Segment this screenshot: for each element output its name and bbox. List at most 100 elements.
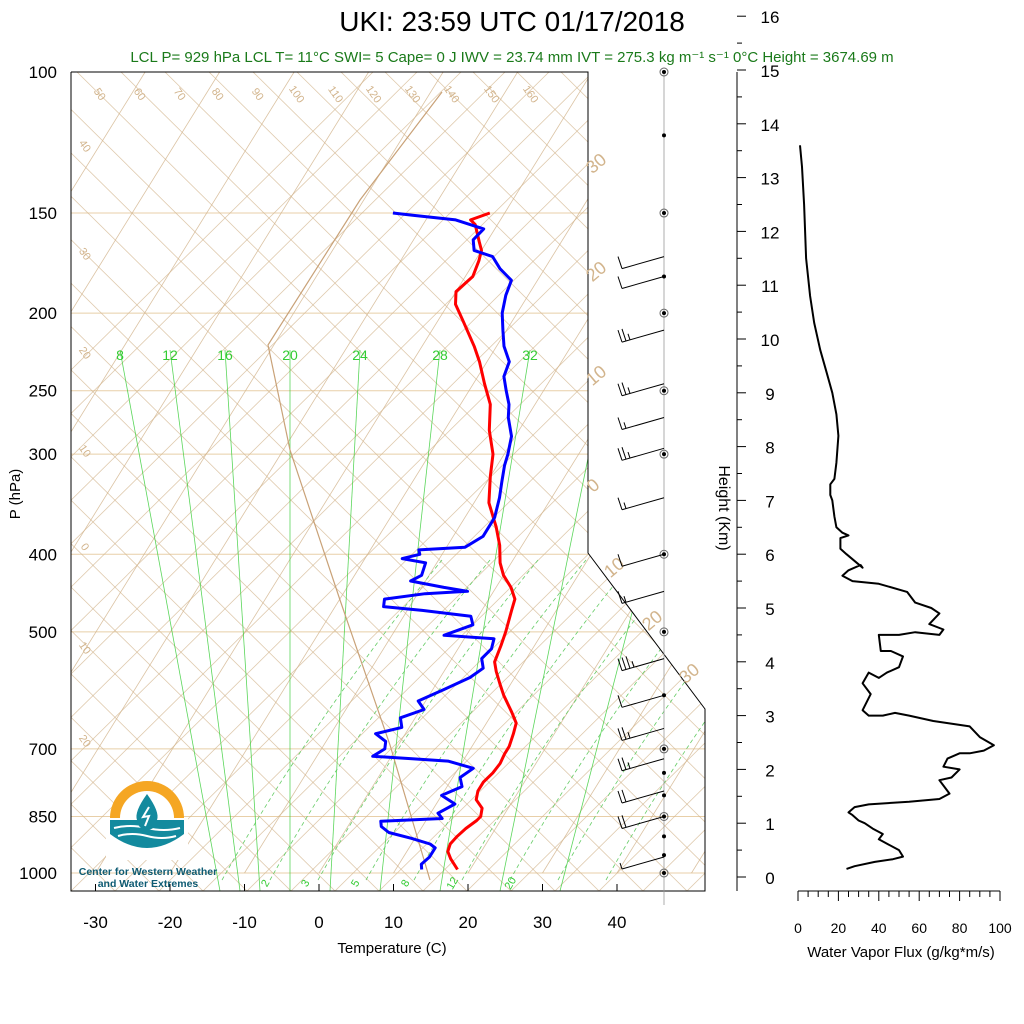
dry-adiabat-line [686,72,705,891]
dry-adiabat-line [598,72,705,891]
wind-barb-flag [617,758,623,771]
isotherm-top-label: 70 [171,86,188,103]
dry-adiabat-line [71,72,550,891]
temperature-profile-line [446,211,518,871]
wind-barb-shaft [621,275,665,289]
wind-barbs [617,67,669,905]
flux-tick-label: 60 [911,920,927,936]
dry-adiabat-line [71,72,705,891]
wind-barb-half-flag [623,422,627,429]
wind-barb-flag [617,790,623,804]
dry-adiabat-line [71,72,462,891]
wind-barb-flag [621,789,627,803]
dry-adiabat-line [731,72,1024,891]
dry-adiabat-line [340,72,705,891]
mixing-ratio-bottom-label: 20 [503,875,520,892]
isotherm-left-label: 20 [76,345,93,362]
moist-adiabat-line [221,559,443,881]
wind-barb-flag [625,656,631,669]
level-dot [662,770,666,775]
height-tick-label: 10 [761,331,780,350]
page-subtitle: LCL P= 929 hPa LCL T= 11°C SWI= 5 Cape= … [130,49,894,66]
logo-text-line1: Center for Western Weather [78,866,218,878]
height-tick-label: 11 [761,277,779,296]
isotherm-top-label: 130 [402,84,422,106]
wind-barb-half-flag [623,502,627,509]
cw3e-logo [106,781,188,860]
height-tick-label: 5 [765,600,774,619]
wind-barb-flag [617,497,623,510]
moist-adiabat-line [557,559,705,881]
dry-adiabat-line [428,72,705,891]
dry-adiabat-line [71,72,705,891]
isotherm-line [95,72,593,874]
dry-adiabat-line [71,72,594,891]
mixing-ratio-bottom-label: 3 [299,878,312,889]
dry-adiabat-line [71,72,705,891]
dry-adiabat-line [71,72,468,891]
mixing-ratio-bottom-label: 12 [445,875,462,892]
height-tick-label: 3 [765,708,774,727]
dry-adiabat-line [71,72,248,891]
wind-barb-half-flag [627,762,631,769]
isotherm-top-label: 90 [249,86,266,103]
wind-barb-shaft [621,790,665,804]
level-ring [659,627,669,637]
mixing-ratio-top-label: 12 [162,347,178,363]
isotherm-line [616,72,705,874]
isotherm-left-label: 10 [76,640,93,657]
wind-barb-half-flag [631,661,635,668]
dry-adiabat-line [71,72,418,891]
wind-barb-half-flag [627,732,631,739]
dry-adiabat-line [208,72,705,891]
level-dot [662,793,666,798]
wind-barb-flag [621,447,627,460]
wind-barb-flag [617,728,623,741]
x-tick-label: 40 [608,913,627,932]
logo-text-line2: and Water Extremes [97,878,199,890]
wind-barb-shaft [621,553,665,567]
dry-adiabat-line [71,72,705,891]
y-axis-label: P (hPa) [7,469,24,520]
isotherm-line [766,72,1024,873]
level-ring [659,308,669,318]
height-tick-label: 14 [761,116,780,135]
wind-barb-flag [617,658,623,671]
moist-adiabat-line [269,559,491,881]
level-dot [662,311,666,316]
height-tick-label: 15 [761,62,780,81]
x-tick-label: -20 [158,913,183,932]
level-dot [662,452,666,457]
isotherm-right-label: 20 [582,257,610,285]
dry-adiabat-line [466,72,705,891]
wind-barb-flag [617,256,623,269]
lightning-icon [141,806,151,827]
dry-adiabat-line [290,72,705,891]
wind-barb-half-flag [627,451,631,459]
height-tick-label: 8 [765,439,774,458]
wind-barb-flag [621,757,627,770]
wind-barb-flag [621,328,627,342]
isotherm-top-label: 60 [131,86,148,103]
mixing-ratio-line [439,349,531,891]
x-tick-label: -30 [83,913,108,932]
isotherm-left-label: 40 [76,138,93,155]
isotherm-line [71,72,220,874]
y-tick-label: 400 [29,545,57,564]
level-ring [659,449,669,459]
mixing-ratio-line [119,349,221,891]
level-ring [659,208,669,218]
flux-tick-label: 0 [794,920,802,936]
wind-barb-flag [621,815,627,828]
wind-barb-shaft [621,417,665,431]
moist-adiabat-line [365,559,587,881]
skewt-profiles [371,211,518,871]
wind-barb-half-flag [627,387,631,394]
wind-barb-flag [617,329,623,343]
skewt-grid [71,72,1024,891]
level-ring [659,549,669,559]
height-tick-label: 7 [765,492,774,511]
flux-tick-label: 40 [871,920,887,936]
isotherm-left-label: 30 [76,246,93,263]
